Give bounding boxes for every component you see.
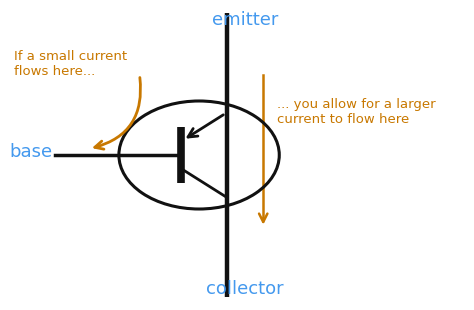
Text: ... you allow for a larger
current to flow here: ... you allow for a larger current to fl… bbox=[277, 98, 436, 126]
Text: If a small current
flows here...: If a small current flows here... bbox=[13, 50, 127, 78]
Text: emitter: emitter bbox=[212, 11, 278, 29]
Text: base: base bbox=[9, 143, 53, 161]
Text: collector: collector bbox=[206, 280, 284, 298]
